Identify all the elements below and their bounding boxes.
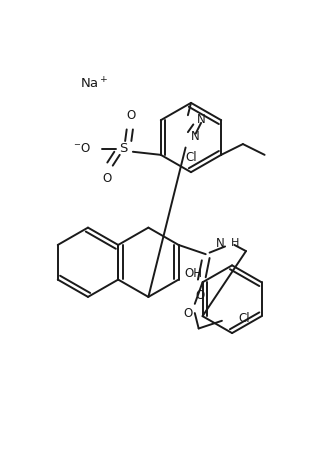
Text: Cl: Cl: [238, 313, 250, 325]
Text: O: O: [127, 109, 136, 122]
Text: N: N: [191, 130, 200, 143]
Text: O: O: [102, 172, 111, 185]
Text: O: O: [195, 289, 204, 302]
Text: N: N: [216, 237, 225, 250]
Text: OH: OH: [185, 267, 203, 280]
Text: H: H: [231, 238, 240, 248]
Text: S: S: [119, 142, 128, 155]
Text: N: N: [197, 113, 205, 126]
Text: $^{-}$O: $^{-}$O: [73, 142, 91, 155]
Text: Cl: Cl: [185, 151, 197, 164]
Text: Na$^+$: Na$^+$: [80, 76, 109, 91]
Text: O: O: [183, 307, 192, 320]
